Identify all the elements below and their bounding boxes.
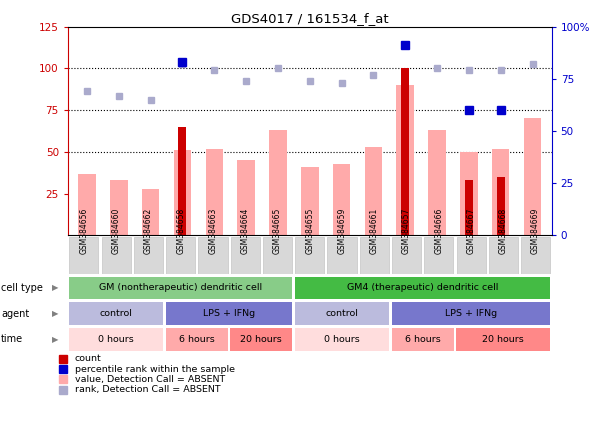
Text: time: time	[1, 334, 24, 345]
Bar	[69, 277, 292, 299]
Bar	[424, 237, 453, 274]
Text: GSM384666: GSM384666	[434, 207, 443, 254]
Text: 6 hours: 6 hours	[179, 335, 215, 344]
Bar	[524, 119, 541, 235]
Text: agent: agent	[1, 309, 30, 319]
Bar	[392, 328, 454, 351]
Text: value, Detection Call = ABSENT: value, Detection Call = ABSENT	[75, 375, 225, 384]
Bar	[396, 85, 414, 235]
Bar	[101, 237, 131, 274]
Bar	[269, 130, 287, 235]
Bar	[460, 152, 478, 235]
Bar	[489, 237, 518, 274]
Text: 20 hours: 20 hours	[241, 335, 282, 344]
Bar	[295, 237, 324, 274]
Text: GSM384659: GSM384659	[337, 207, 346, 254]
Text: GSM384662: GSM384662	[144, 207, 153, 254]
Text: rank, Detection Call = ABSENT: rank, Detection Call = ABSENT	[75, 385, 221, 394]
Text: GSM384667: GSM384667	[467, 207, 476, 254]
Text: GM (nontherapeutic) dendritic cell: GM (nontherapeutic) dendritic cell	[99, 283, 263, 293]
Bar	[521, 237, 550, 274]
Bar	[178, 127, 186, 235]
Text: GM4 (therapeutic) dendritic cell: GM4 (therapeutic) dendritic cell	[347, 283, 499, 293]
Bar	[295, 302, 389, 325]
Text: GSM384664: GSM384664	[241, 207, 250, 254]
Bar	[166, 237, 195, 274]
Bar	[295, 277, 550, 299]
Bar	[231, 237, 260, 274]
Text: GSM384661: GSM384661	[370, 207, 379, 254]
Text: LPS + IFNg: LPS + IFNg	[203, 309, 255, 318]
Bar	[70, 237, 99, 274]
Bar	[456, 328, 550, 351]
Bar	[392, 302, 550, 325]
Text: 0 hours: 0 hours	[324, 335, 360, 344]
Bar	[78, 174, 96, 235]
Bar	[327, 237, 356, 274]
Text: GSM384663: GSM384663	[208, 207, 218, 254]
Text: GSM384660: GSM384660	[112, 207, 121, 254]
Bar	[428, 130, 446, 235]
Bar	[231, 328, 292, 351]
Bar	[457, 237, 486, 274]
Bar	[69, 328, 163, 351]
Bar	[263, 237, 292, 274]
Bar	[392, 237, 421, 274]
Text: 20 hours: 20 hours	[483, 335, 524, 344]
Bar	[142, 189, 159, 235]
Bar	[166, 328, 228, 351]
Text: 6 hours: 6 hours	[405, 335, 441, 344]
Text: GSM384668: GSM384668	[499, 207, 508, 254]
Bar	[360, 237, 389, 274]
Text: GSM384658: GSM384658	[176, 207, 185, 254]
Text: GSM384656: GSM384656	[80, 207, 88, 254]
Title: GDS4017 / 161534_f_at: GDS4017 / 161534_f_at	[231, 12, 389, 25]
Text: ▶: ▶	[51, 283, 58, 293]
Bar	[497, 177, 504, 235]
Text: cell type: cell type	[1, 283, 43, 293]
Bar	[173, 150, 191, 235]
Bar	[110, 180, 127, 235]
Text: control: control	[326, 309, 359, 318]
Bar	[301, 167, 319, 235]
Text: GSM384665: GSM384665	[273, 207, 282, 254]
Text: percentile rank within the sample: percentile rank within the sample	[75, 365, 235, 373]
Text: count: count	[75, 354, 101, 363]
Text: 0 hours: 0 hours	[99, 335, 134, 344]
Text: ▶: ▶	[51, 335, 58, 344]
Bar	[333, 163, 350, 235]
Bar	[134, 237, 163, 274]
Bar	[198, 237, 228, 274]
Text: GSM384655: GSM384655	[305, 207, 314, 254]
Text: ▶: ▶	[51, 309, 58, 318]
Bar	[465, 180, 473, 235]
Bar	[69, 302, 163, 325]
Bar	[295, 328, 389, 351]
Bar	[401, 68, 409, 235]
Bar	[365, 147, 382, 235]
Text: GSM384669: GSM384669	[531, 207, 540, 254]
Text: control: control	[100, 309, 133, 318]
Bar	[237, 160, 255, 235]
Text: LPS + IFNg: LPS + IFNg	[445, 309, 497, 318]
Text: GSM384657: GSM384657	[402, 207, 411, 254]
Bar	[205, 148, 223, 235]
Bar	[492, 148, 510, 235]
Bar	[166, 302, 292, 325]
